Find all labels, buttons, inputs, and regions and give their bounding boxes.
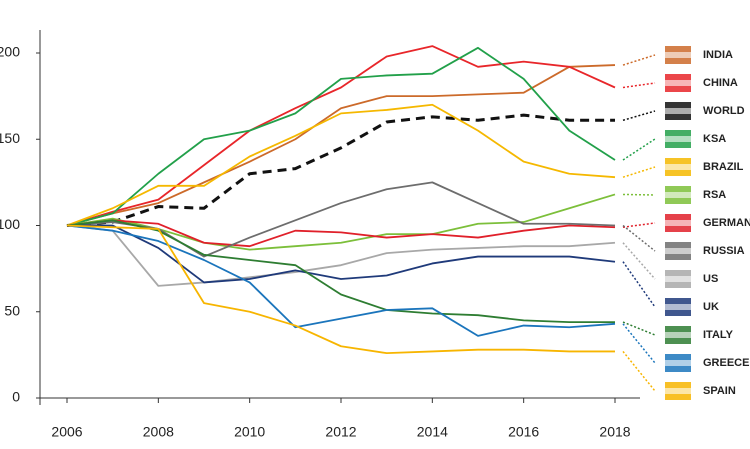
legend-label: GERMANY	[703, 217, 750, 229]
legend-label: ITALY	[703, 329, 734, 341]
x-tick-label: 2012	[325, 424, 356, 440]
series-line	[66, 103, 616, 227]
y-tick-label: 0	[12, 389, 20, 405]
series-line	[66, 219, 616, 248]
series-line	[66, 46, 616, 227]
legend-flag-band	[665, 136, 691, 142]
y-tick-label: 100	[0, 216, 20, 232]
legend-label: GREECE	[703, 357, 749, 369]
legend-label: KSA	[703, 133, 726, 145]
legend-label: INDIA	[703, 49, 733, 61]
series-line	[66, 224, 615, 355]
y-tick-label: 200	[0, 44, 20, 60]
legend-flag-band	[665, 164, 691, 170]
legend-label: WORLD	[703, 105, 745, 117]
legend-label: UK	[703, 301, 719, 313]
series-line	[66, 45, 616, 227]
y-tick-label: 150	[0, 130, 20, 146]
series-line	[66, 224, 616, 287]
legend-flag-band	[665, 276, 691, 282]
legend-label: CHINA	[703, 77, 738, 89]
legend-connector	[622, 261, 656, 308]
legend-flag-band	[665, 192, 691, 198]
legend-label: BRAZIL	[703, 161, 744, 173]
legend-label: SPAIN	[703, 385, 736, 397]
series-line	[67, 224, 616, 284]
x-tick-label: 2018	[599, 424, 630, 440]
legend-flag-band	[665, 220, 691, 226]
legend-flag-band	[665, 52, 691, 58]
legend-connector	[622, 54, 656, 66]
x-tick-label: 2008	[143, 424, 174, 440]
legend-label: RSA	[703, 189, 726, 201]
x-tick-label: 2006	[51, 424, 82, 440]
legend-flag-band	[665, 304, 691, 310]
x-tick-label: 2016	[508, 424, 539, 440]
legend-label: US	[703, 273, 718, 285]
y-tick-label: 50	[4, 302, 20, 318]
legend-flag-band	[665, 360, 691, 366]
legend-connector	[622, 82, 656, 89]
series-line	[66, 113, 615, 227]
legend-connector	[622, 110, 656, 121]
legend-connector	[622, 323, 656, 364]
legend-flag-band	[665, 332, 691, 338]
legend-connector	[622, 350, 656, 392]
legend-connector	[622, 222, 656, 228]
legend-connector	[622, 193, 656, 196]
legend-connector	[622, 166, 656, 178]
x-tick-label: 2010	[234, 424, 265, 440]
legend-connector	[622, 321, 656, 336]
legend-label: RUSSIA	[703, 245, 745, 257]
series-line	[66, 224, 616, 337]
legend-flag-band	[665, 248, 691, 254]
legend-connector	[622, 224, 656, 252]
legend-connector	[622, 242, 656, 280]
legend-flag-band	[665, 108, 691, 114]
x-tick-label: 2014	[417, 424, 448, 440]
series-line	[66, 219, 615, 323]
series-line	[66, 64, 616, 227]
legend-connector	[622, 138, 656, 161]
legend-flag-band	[665, 388, 691, 394]
legend-flag-band	[665, 80, 691, 86]
